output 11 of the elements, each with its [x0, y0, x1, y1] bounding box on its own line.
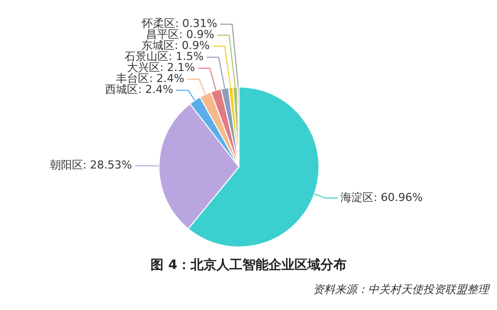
slice-label: 东城区: 0.9% [142, 39, 210, 52]
slice-label: 昌平区: 0.9% [146, 28, 214, 42]
slice-label: 海淀区: 60.96% [340, 190, 423, 204]
slice-label: 朝阳区: 28.53% [50, 158, 132, 172]
slice-label: 大兴区: 2.1% [126, 61, 195, 74]
slice-label: 石景山区: 1.5% [124, 50, 204, 64]
slice-label: 怀柔区: 0.31% [141, 17, 218, 30]
slice-label: 西城区: 2.4% [105, 83, 174, 96]
slice-label: 丰台区: 2.4% [116, 72, 184, 86]
text: 资料来源：中关村天使投资联盟整理 [312, 282, 489, 297]
text: 图 4：北京人工智能企业区域分布 [150, 256, 348, 274]
